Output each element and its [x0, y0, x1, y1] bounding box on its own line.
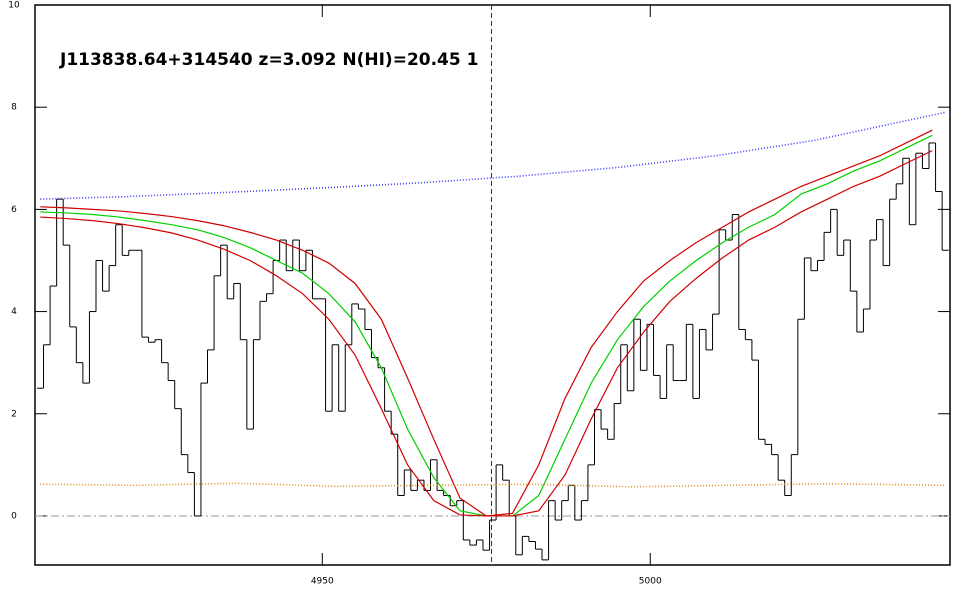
dotted-curve	[40, 482, 946, 488]
y-tick-label: 2	[11, 409, 17, 419]
model-curve	[40, 134, 933, 517]
y-tick-label: 0	[11, 511, 17, 521]
y-tick-label: 10	[8, 1, 20, 11]
x-tick-label: 5000	[639, 577, 662, 587]
y-tick-label: 4	[11, 307, 17, 317]
step-connector	[43, 142, 943, 560]
x-tick-label: 4950	[311, 577, 334, 587]
model-curve	[40, 150, 933, 517]
model-curve	[40, 129, 933, 517]
dotted-curve	[40, 111, 946, 200]
chart-title: J113838.64+314540 z=3.092 N(HI)=20.45 1	[59, 50, 478, 70]
plot-frame	[34, 4, 951, 566]
y-tick-label: 6	[11, 205, 17, 215]
y-tick-label: 8	[11, 103, 17, 113]
